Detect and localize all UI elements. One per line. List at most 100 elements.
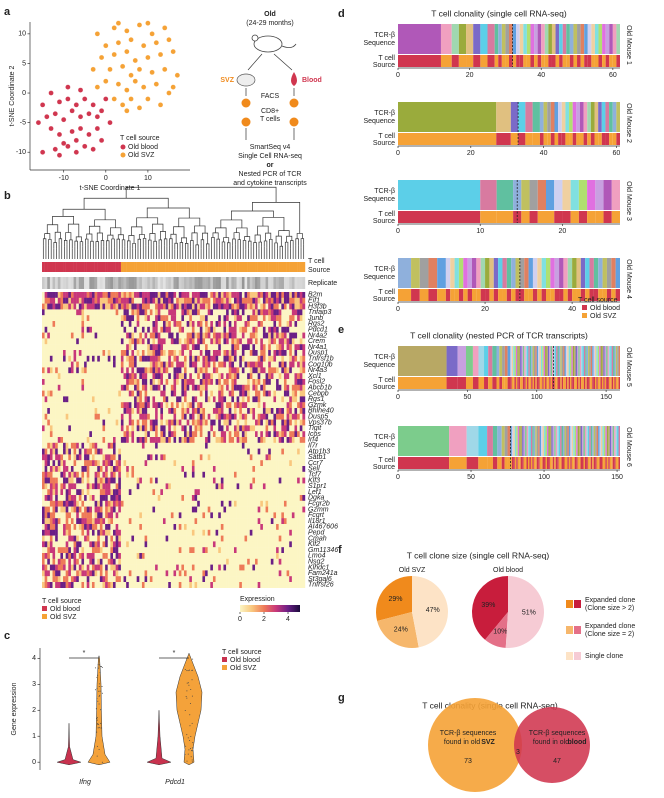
heat-cell (249, 425, 253, 432)
heat-cell (236, 373, 240, 380)
heat-cell (63, 338, 66, 345)
heat-cell (126, 309, 129, 316)
heat-cell (102, 326, 106, 333)
heat-cell (78, 384, 82, 391)
heat-cell (302, 442, 306, 449)
clone (499, 346, 503, 376)
clone-source (492, 377, 497, 389)
heat-cell (184, 437, 187, 443)
heat-cell (191, 326, 195, 333)
heat-cell (199, 379, 203, 385)
heat-cell (113, 425, 116, 432)
y-tick-label: 1 (32, 733, 36, 740)
heat-cell (194, 338, 198, 345)
heat-cell (128, 408, 132, 414)
heat-cell (162, 413, 166, 420)
heat-cell (233, 332, 237, 339)
replicate-cell (255, 277, 258, 289)
heat-cell (278, 408, 282, 414)
heat-cell (115, 367, 119, 374)
clone-source (518, 377, 521, 389)
heat-cell (176, 495, 179, 501)
heat-cell (86, 379, 90, 385)
clone (526, 24, 531, 54)
scheme-title: Old (264, 11, 276, 18)
heat-cell (55, 355, 58, 362)
source-cell (281, 262, 285, 272)
heat-cell (291, 332, 295, 339)
heat-cell (260, 309, 264, 316)
heat-cell (265, 303, 269, 310)
heat-cell (141, 338, 145, 345)
dendrogram (85, 238, 89, 246)
heat-cell (247, 402, 250, 409)
heat-cell (302, 379, 306, 385)
heat-cell (286, 419, 290, 426)
heat-cell (160, 344, 164, 351)
heat-cell (212, 303, 216, 310)
heat-cell (94, 379, 98, 385)
heat-cell (55, 442, 58, 449)
source-cell (302, 262, 306, 272)
point (69, 108, 75, 114)
heat-cell (194, 355, 198, 362)
heat-cell (270, 425, 274, 432)
heat-cell (226, 471, 229, 478)
heat-cell (283, 408, 287, 414)
clone-source (525, 377, 528, 389)
heat-cell (141, 408, 145, 414)
gene-label: Lef1 (308, 489, 322, 496)
clone-source (466, 55, 474, 67)
heat-cell (170, 454, 174, 461)
heat-cell (247, 384, 250, 391)
heat-cell (63, 419, 66, 426)
heat-cell (247, 373, 250, 380)
dendrogram (62, 208, 106, 220)
heat-cell (233, 477, 237, 484)
heat-cell (136, 384, 140, 391)
heat-cell (102, 303, 106, 310)
heat-cell (134, 425, 137, 432)
heat-cell (226, 454, 229, 461)
heat-cell (294, 396, 298, 403)
dendrogram (100, 240, 105, 247)
source-cell (126, 262, 129, 272)
heat-cell (278, 390, 282, 397)
heat-cell (236, 437, 240, 443)
heat-cell (144, 332, 148, 339)
clone-source (609, 457, 612, 469)
heat-cell (160, 460, 164, 467)
heat-cell (105, 431, 108, 438)
heat-cell (123, 373, 127, 380)
heat-cell (44, 489, 48, 496)
heat-cell (170, 367, 174, 374)
dendrogram (257, 225, 269, 235)
replicate-cell (89, 277, 93, 289)
clone (605, 102, 610, 132)
clone (564, 346, 566, 376)
heat-cell (102, 413, 106, 420)
heat-cell (244, 437, 248, 443)
heat-cell (110, 321, 114, 327)
heat-cell (297, 425, 300, 432)
heat-cell (68, 448, 72, 455)
replicate-cell (178, 277, 182, 289)
heat-cell (252, 355, 256, 362)
replicate-cell (218, 277, 222, 289)
heat-cell (283, 332, 287, 339)
heat-cell (141, 355, 145, 362)
heat-cell (249, 402, 253, 409)
heat-cell (273, 437, 277, 443)
heat-cell (128, 315, 132, 322)
heat-cell (107, 321, 111, 327)
heat-cell (173, 297, 177, 304)
heat-cell (286, 321, 290, 327)
heat-cell (120, 495, 124, 501)
clone-source (525, 457, 527, 469)
heat-cell (47, 448, 51, 455)
heat-cell (160, 454, 164, 461)
heat-cell (102, 292, 106, 298)
heat-cell (57, 361, 61, 368)
clone-source (550, 377, 553, 389)
heat-cell (205, 379, 208, 385)
